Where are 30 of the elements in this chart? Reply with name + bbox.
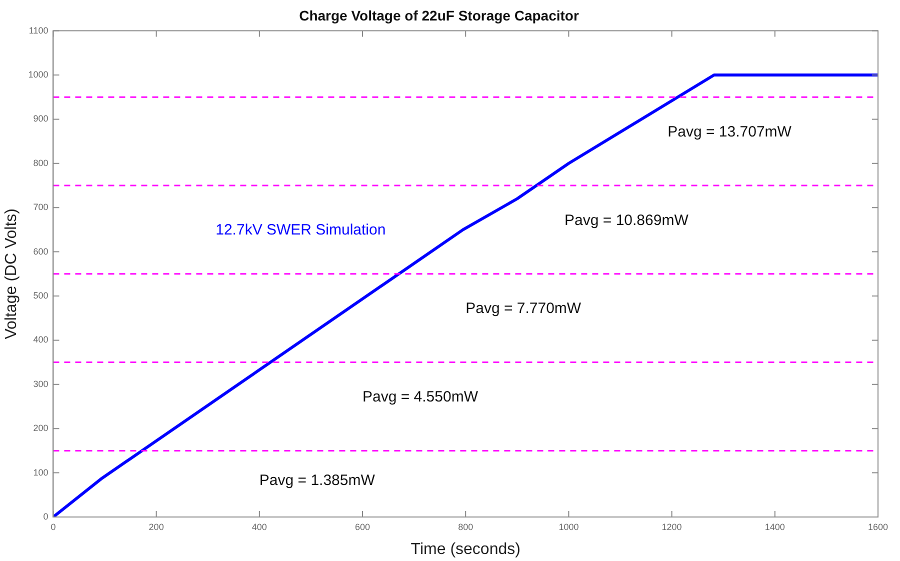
x-tick-label: 200 <box>148 522 164 532</box>
annotation: Pavg = 7.770mW <box>466 300 582 318</box>
annotation: Pavg = 13.707mW <box>668 123 792 140</box>
x-tick-label: 1000 <box>558 522 579 532</box>
x-tick-label: 1200 <box>662 522 682 532</box>
x-tick-label: 800 <box>458 522 474 532</box>
chart-title: Charge Voltage of 22uF Storage Capacitor <box>299 7 580 24</box>
y-tick-label: 300 <box>33 378 48 389</box>
y-tick-label: 400 <box>33 334 48 345</box>
annotation: Pavg = 4.550mW <box>362 388 479 406</box>
y-tick-label: 0 <box>43 511 48 522</box>
x-tick-label: 1400 <box>764 522 785 532</box>
y-tick-label: 1100 <box>28 25 48 36</box>
x-tick-label: 1600 <box>868 522 888 532</box>
y-tick-label: 700 <box>33 202 48 212</box>
annotation: Pavg = 1.385mW <box>259 472 376 489</box>
y-axis-title: Voltage (DC Volts) <box>3 208 20 340</box>
text: 12.7kV SWER Simulation <box>216 221 386 238</box>
y-tick-label: 900 <box>33 114 48 124</box>
x-axis-title: Time (seconds) <box>410 540 520 558</box>
y-tick-label: 800 <box>33 158 48 168</box>
y-tick-label: 100 <box>33 467 48 478</box>
annotation: Pavg = 10.869mW <box>564 212 690 229</box>
x-tick-label: 600 <box>355 522 370 532</box>
y-tick-label: 600 <box>33 246 48 256</box>
y-tick-label: 200 <box>33 423 48 434</box>
x-tick-label: 400 <box>252 522 267 532</box>
x-tick-label: 0 <box>50 522 56 532</box>
y-tick-label: 1000 <box>28 69 48 80</box>
y-tick-label: 500 <box>33 290 48 300</box>
